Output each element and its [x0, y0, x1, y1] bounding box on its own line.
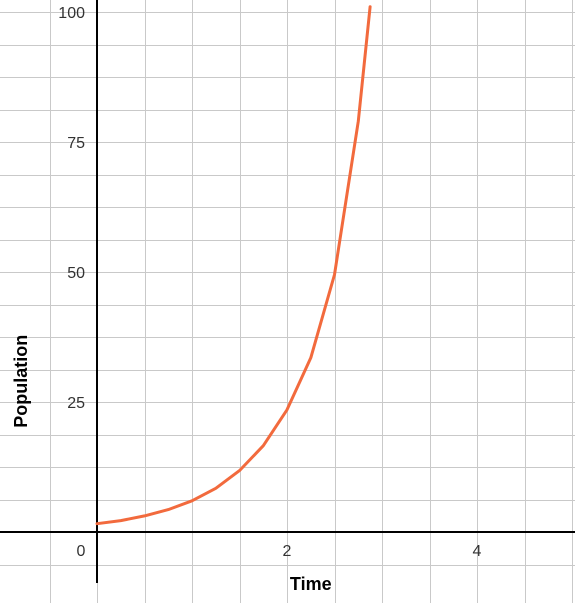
- tick-labels: 0 2 4 25 50 75 100: [58, 5, 481, 560]
- y-tick-label: 50: [67, 265, 85, 282]
- x-tick-label: 0: [77, 543, 86, 560]
- x-tick-label: 2: [283, 543, 292, 560]
- series-line-0: [95, 5, 372, 526]
- x-axis-title: Time: [290, 574, 332, 594]
- series-group: [95, 5, 372, 526]
- x-tick-label: 4: [473, 543, 482, 560]
- y-tick-label: 25: [67, 395, 85, 412]
- y-tick-label: 100: [58, 5, 85, 22]
- y-tick-label: 75: [67, 135, 85, 152]
- y-axis-title: Population: [11, 335, 31, 428]
